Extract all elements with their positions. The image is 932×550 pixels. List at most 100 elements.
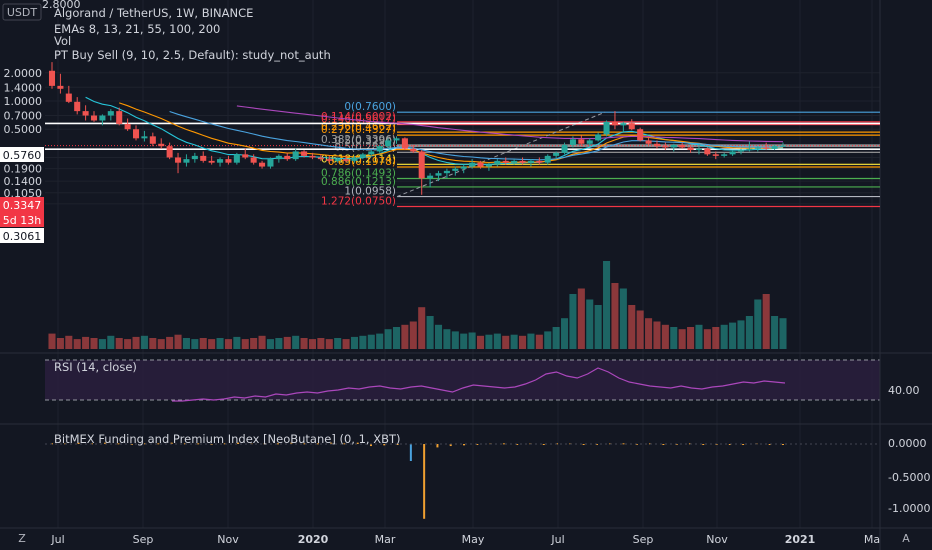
candle-body: [200, 155, 207, 161]
fib-level-label: 0.886(0.1213): [321, 176, 396, 188]
funding-bar: [662, 444, 665, 445]
funding-bar: [157, 443, 160, 445]
countdown-badge: [0, 212, 44, 227]
fibonacci-retracement[interactable]: 0(0.7600)0.114(0.6002)0.146(0.5617)0.236…: [321, 101, 880, 208]
price-tick: 0.7000: [4, 110, 43, 123]
candle-body: [385, 140, 392, 147]
volume-bar: [561, 318, 569, 349]
funding-bar: [117, 443, 120, 445]
candle-body: [393, 138, 400, 141]
candle-body: [586, 140, 593, 144]
funding-bar: [502, 443, 505, 445]
funding-bar: [476, 444, 479, 445]
candle-body: [275, 155, 282, 160]
indicator-vol[interactable]: Vol: [54, 34, 71, 48]
funding-bar: [516, 444, 519, 445]
funding-bar: [768, 444, 771, 445]
volume-bar: [82, 336, 90, 349]
candle-body: [116, 111, 123, 124]
volume-bar: [191, 339, 199, 349]
candle-body: [141, 136, 148, 139]
volume-bar: [687, 327, 695, 349]
funding-bar: [369, 444, 372, 447]
candle-body: [443, 170, 450, 174]
price-tick: 0.1400: [4, 175, 43, 188]
volume-bar: [754, 299, 762, 349]
volume-bar: [241, 339, 249, 349]
volume-bar: [729, 322, 737, 349]
candle-body: [351, 157, 358, 161]
volume-bar: [695, 324, 703, 349]
funding-bar: [436, 444, 439, 448]
time-tick: Mar: [375, 533, 396, 546]
volume-bar: [678, 329, 686, 349]
volume-bar: [208, 339, 216, 349]
funding-bar: [688, 443, 691, 445]
auto-scale-button[interactable]: A: [902, 532, 910, 545]
current-price-badge: [0, 197, 44, 212]
candle-body: [99, 115, 106, 121]
volume-bar: [552, 327, 560, 349]
candle-body: [326, 159, 333, 161]
volume-bar: [510, 334, 518, 349]
volume-bar: [762, 294, 770, 349]
volume-bar: [502, 335, 510, 349]
volume-bar: [300, 338, 308, 349]
price-tick: 0.5000: [4, 123, 43, 136]
funding-bar: [356, 442, 359, 444]
funding-bar: [383, 444, 386, 446]
candle-body: [301, 151, 308, 156]
timezone-icon[interactable]: Z: [18, 532, 26, 545]
funding-tick-0: 0.0000: [888, 437, 927, 450]
currency-label: USDT: [7, 6, 38, 19]
volume-bar: [645, 318, 653, 349]
time-tick: Nov: [217, 533, 239, 546]
candle-body: [502, 160, 509, 163]
volume-bar: [535, 334, 543, 349]
candle-body: [477, 162, 484, 167]
indicator-ema[interactable]: EMAs 8, 13, 21, 55, 100, 200: [54, 22, 220, 36]
volume-bar: [275, 338, 283, 349]
volume-bar: [401, 324, 409, 349]
funding-bars: [45, 442, 880, 519]
currency-badge[interactable]: [2, 3, 42, 21]
candle-body: [149, 136, 156, 144]
candle-body: [595, 134, 602, 141]
candle-body: [746, 148, 753, 151]
time-tick: Nov: [706, 533, 728, 546]
candle-body: [452, 168, 459, 171]
funding-bar: [343, 443, 346, 445]
candle-body: [74, 101, 81, 112]
volume-bar: [182, 338, 190, 349]
fib-level-label: 0.5(0.3290): [334, 135, 396, 147]
funding-bar: [316, 443, 319, 445]
price-tick: 2.0000: [4, 67, 43, 80]
candle-body: [376, 146, 383, 152]
volume-bar: [544, 331, 552, 349]
candle-body: [359, 154, 366, 158]
level-upper-badge: [0, 147, 44, 162]
candle-body: [124, 123, 131, 130]
symbol-title[interactable]: Algorand / TetherUS, 1W, BINANCE: [54, 6, 253, 20]
candle-body: [670, 144, 677, 148]
candle-body: [401, 138, 408, 149]
funding-bar: [556, 443, 559, 445]
time-axis[interactable]: Jul Sep Nov 2020 Mar May Jul Sep Nov 2021 Ma: [50, 533, 880, 546]
time-tick: May: [462, 533, 485, 546]
candle-body: [65, 93, 72, 102]
volume-bar: [493, 333, 501, 349]
candle-body: [754, 147, 761, 149]
rsi-band: [45, 360, 880, 400]
fib-level-label: 0.382(0.3396): [321, 134, 396, 146]
volume-bar: [325, 339, 333, 349]
volume-bar: [771, 316, 779, 349]
volume-bar: [266, 339, 274, 349]
volume-bar: [468, 332, 476, 349]
funding-title[interactable]: BitMEX Funding and Premium Index [NeoBut…: [54, 432, 401, 446]
volume-bar: [569, 294, 577, 349]
fib-level-label: 1(0.0958): [344, 186, 396, 198]
rsi-title[interactable]: RSI (14, close): [54, 360, 137, 374]
indicator-pt-buy-sell[interactable]: PT Buy Sell (9, 10, 2.5, Default): study…: [54, 48, 331, 62]
level-lower-label: 0.3061: [3, 230, 42, 243]
